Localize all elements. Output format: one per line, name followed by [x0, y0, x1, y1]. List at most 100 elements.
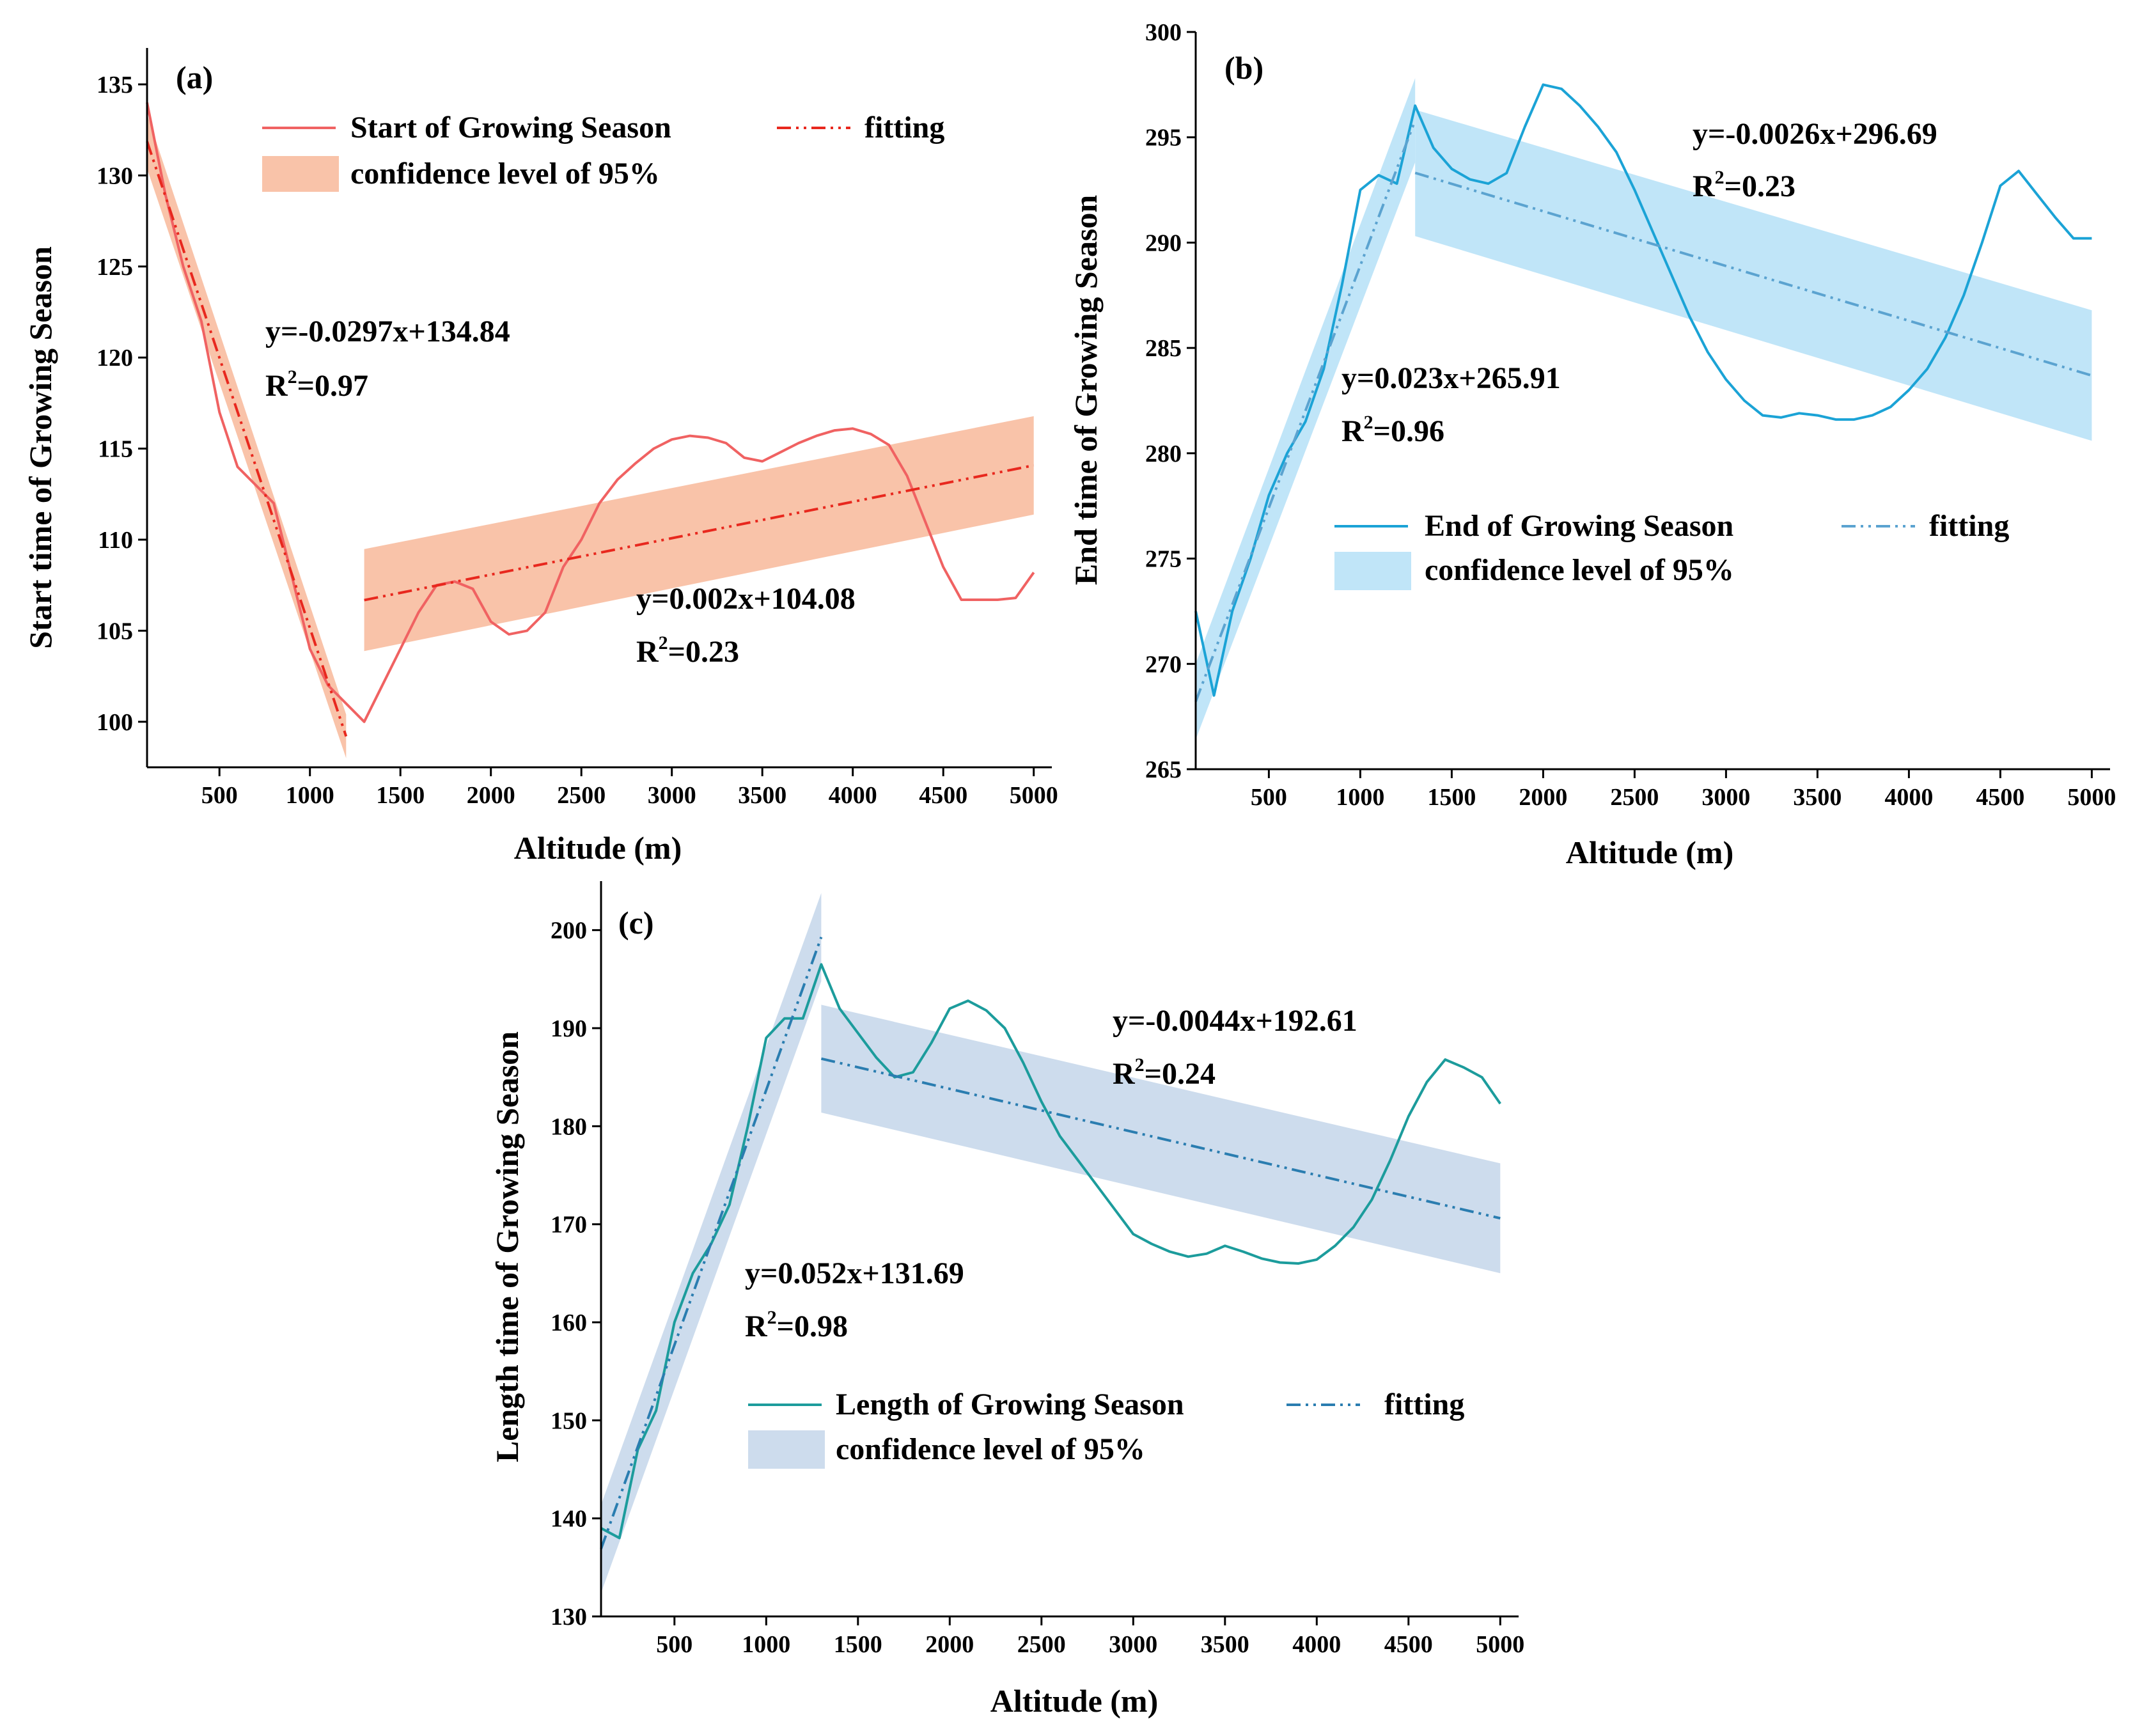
panel-b-legend-line-label: End of Growing Season	[1425, 509, 1733, 543]
panel-c-x-tick-label: 1000	[742, 1631, 790, 1658]
panel-a-data-line	[146, 102, 1035, 723]
panel-b-legend-band-swatch	[1334, 552, 1411, 590]
panel-a-fit-line-1	[146, 141, 348, 737]
panel-b-fit2-r2-value: =0.23	[1724, 169, 1795, 203]
panel-a-x-tick-label: 5000	[1010, 782, 1058, 809]
panel-b-x-tick-label: 3000	[1701, 784, 1750, 811]
panel-b-x-tick-label: 3500	[1793, 784, 1842, 811]
panel-c-fit1-equation: y=0.052x+131.69	[745, 1256, 964, 1290]
panel-c-x-tick-label: 4000	[1292, 1631, 1341, 1658]
panel-b-x-tick-label: 1500	[1427, 784, 1476, 811]
panel-b-x-tick-label: 4000	[1884, 784, 1933, 811]
panel-c-data-line	[600, 963, 1501, 1540]
panel-b-y-tick-label: 295	[1145, 125, 1182, 152]
panel-a-axes	[146, 48, 1052, 769]
panel-b-x-tick-label: 2500	[1610, 784, 1659, 811]
panel-b-fit2-r2-prefix: R	[1693, 169, 1716, 203]
panel-a-y-tick-label: 125	[97, 254, 133, 281]
panel-b-y-tick-label: 280	[1145, 441, 1182, 467]
panel-a-x-ticks: 500 1000 1500 2000 2500 3000 3500 4000 4500 5000	[201, 767, 1058, 809]
panel-c-band-group	[601, 893, 1501, 1593]
panel-a-confidence-band-2	[364, 416, 1034, 652]
panel-c-x-tick-label: 3000	[1109, 1631, 1157, 1658]
panel-c-fit2-r2: R2=0.24	[1113, 1054, 1216, 1091]
panel-a-fit1-r2: R2=0.97	[265, 366, 368, 403]
panel-c-label: (c)	[618, 905, 654, 941]
panel-a-x-tick-label: 2000	[467, 782, 515, 809]
panel-c-x-tick-label: 2000	[925, 1631, 974, 1658]
panel-b-y-tick-label: 275	[1145, 546, 1182, 573]
panel-c-fit2-equation: y=-0.0044x+192.61	[1113, 1004, 1357, 1038]
panel-c-y-tick-label: 140	[551, 1506, 587, 1533]
panel-b-label: (b)	[1224, 50, 1263, 86]
panel-c-y-tick-label: 180	[551, 1113, 587, 1140]
panel-b-fit1-r2-sup: 2	[1364, 412, 1373, 433]
panel-b-xlabel: Altitude (m)	[1566, 834, 1733, 870]
panel-b-legend-fit-label: fitting	[1929, 509, 2009, 543]
panel-a: (a) Altitude (m) Start time of Growing S…	[22, 48, 1058, 866]
panel-a-fit1-r2-value: =0.97	[297, 369, 368, 403]
panel-c-legend-band-label: confidence level of 95%	[836, 1432, 1145, 1466]
panel-a-fit2-r2-prefix: R	[636, 635, 659, 669]
panel-c-legend-band-swatch	[748, 1430, 825, 1469]
panel-c-fit2-r2-sup: 2	[1135, 1054, 1145, 1075]
panel-c-legend-fit-label: fitting	[1384, 1388, 1464, 1421]
panel-a-xlabel: Altitude (m)	[514, 830, 682, 866]
panel-c-y-ticks: 130 140 150 160 170 180 190 200	[551, 918, 601, 1630]
panel-a-x-tick-label: 3000	[648, 782, 696, 809]
panel-c-fit1-r2-sup: 2	[767, 1307, 777, 1328]
panel-b-fit2-r2: R2=0.23	[1693, 167, 1795, 203]
panel-b-x-tick-label: 1000	[1336, 784, 1384, 811]
panel-a-y-tick-label: 110	[98, 527, 133, 554]
panel-b-fit1-r2: R2=0.96	[1341, 412, 1444, 448]
panel-a-ylabel: Start time of Growing Season	[22, 246, 58, 649]
panel-a-y-tick-label: 115	[98, 436, 133, 463]
panel-a-band-group	[147, 114, 1034, 758]
panel-a-x-tick-label: 1500	[376, 782, 425, 809]
panel-a-fit2-r2-value: =0.23	[668, 635, 739, 669]
panel-a-y-tick-label: 105	[97, 618, 133, 645]
panel-c: (c) Altitude (m) Length time of Growing …	[489, 881, 1524, 1719]
panel-b-data-line	[1194, 83, 2092, 697]
panel-c-fit-line-1	[600, 936, 823, 1550]
panel-b-x-ticks: 500 1000 1500 2000 2500 3000 3500 4000 4500 5000	[1251, 769, 2116, 811]
panel-a-fit2-r2: R2=0.23	[636, 632, 739, 669]
panel-a-x-tick-label: 4000	[829, 782, 877, 809]
panel-b-fit1-r2-prefix: R	[1341, 414, 1365, 448]
panel-c-xlabel: Altitude (m)	[990, 1683, 1158, 1719]
panel-c-fit2-r2-value: =0.24	[1145, 1057, 1216, 1091]
panel-a-fit2-r2-sup: 2	[659, 632, 668, 653]
panel-a-fit1-r2-prefix: R	[265, 369, 288, 403]
panel-b-x-tick-label: 4500	[1976, 784, 2024, 811]
panel-b-fit2-equation: y=-0.0026x+296.69	[1693, 117, 1937, 151]
panel-c-x-ticks: 500 1000 1500 2000 2500 3000 3500 4000 4500 5000	[656, 1616, 1524, 1658]
panel-b-y-ticks: 265 270 275 280 285 290 295 300	[1145, 19, 1196, 783]
panel-a-legend-line-label: Start of Growing Season	[350, 111, 671, 145]
panel-a-y-tick-label: 120	[97, 345, 133, 371]
panel-c-x-tick-label: 5000	[1476, 1631, 1524, 1658]
panel-b-fit1-equation: y=0.023x+265.91	[1341, 361, 1561, 395]
panel-a-fit2-equation: y=0.002x+104.08	[636, 582, 856, 616]
panel-c-fit1-r2-prefix: R	[745, 1310, 768, 1343]
panel-b-x-tick-label: 5000	[2067, 784, 2116, 811]
panel-c-y-tick-label: 150	[551, 1407, 587, 1434]
panel-b-band-group	[1196, 78, 2092, 740]
panel-a-fit-line-2	[364, 464, 1035, 602]
panel-c-fit1-r2-value: =0.98	[777, 1310, 848, 1343]
panel-a-x-tick-label: 500	[201, 782, 238, 809]
panel-a-legend: Start of Growing Season fitting confiden…	[262, 111, 944, 192]
panel-c-fit2-r2-prefix: R	[1113, 1057, 1136, 1091]
panel-b-x-tick-label: 500	[1251, 784, 1287, 811]
panel-b-y-tick-label: 300	[1145, 19, 1182, 46]
panel-a-x-tick-label: 3500	[738, 782, 786, 809]
panel-b-ylabel: End time of Growing Season	[1068, 195, 1104, 585]
panel-b-x-tick-label: 2000	[1519, 784, 1567, 811]
panel-b-y-tick-label: 270	[1145, 651, 1182, 678]
panel-c-y-tick-label: 200	[551, 918, 587, 944]
panel-a-y-tick-label: 135	[97, 72, 133, 98]
panel-c-fit1-r2: R2=0.98	[745, 1307, 848, 1343]
panel-c-legend-line-label: Length of Growing Season	[836, 1388, 1184, 1421]
panel-c-fit-line-2	[820, 1057, 1501, 1220]
panel-a-y-tick-label: 100	[97, 709, 133, 736]
